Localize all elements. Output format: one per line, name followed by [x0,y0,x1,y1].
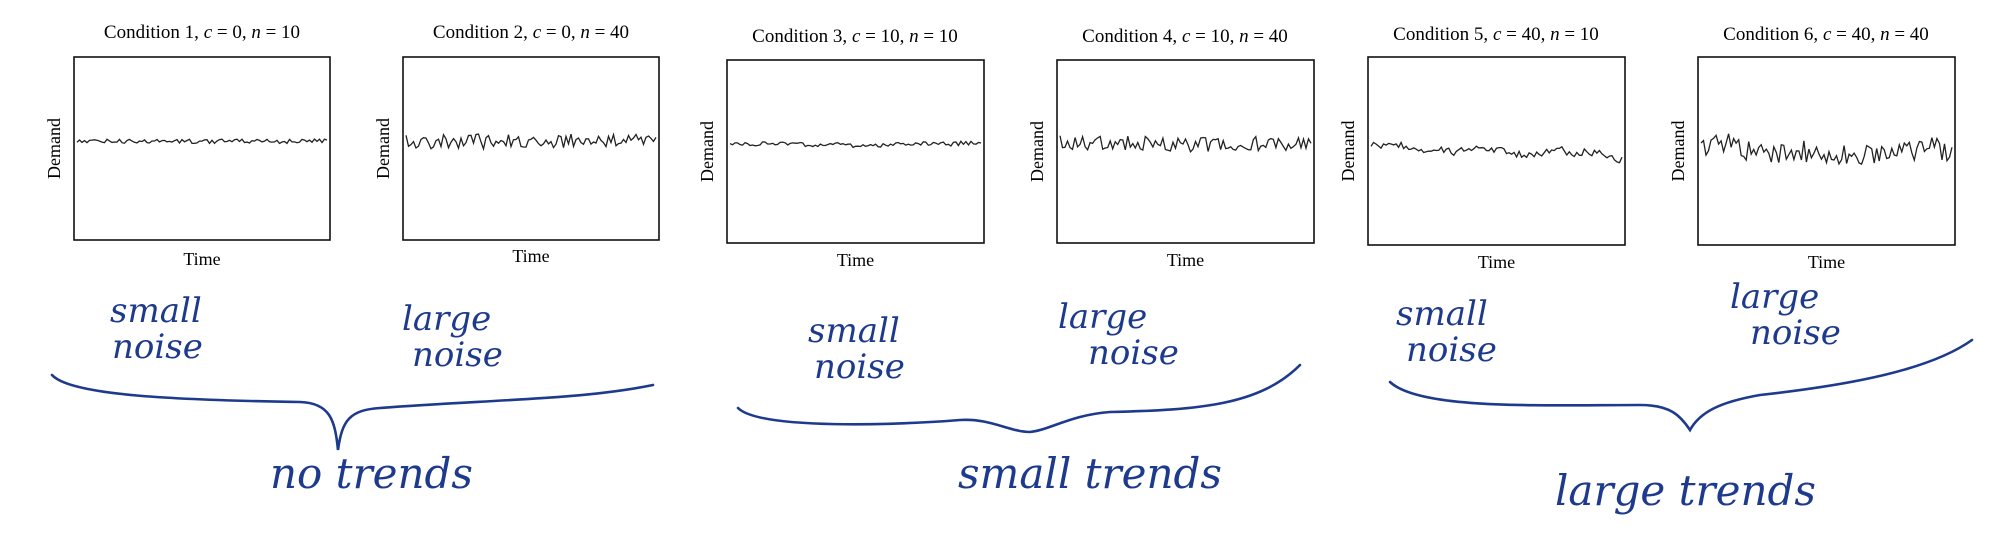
chart-title: Condition 2, c = 0, n = 40 [433,22,629,43]
chart-title: Condition 6, c = 40, n = 40 [1723,24,1929,45]
handwritten-noise-notes: smallnoiselargenoisesmallnoiselargenoise… [110,277,1841,387]
plot-frame [1056,59,1315,244]
handwritten-noise-note: noise [814,347,905,387]
handwritten-noise-note: noise [112,327,203,367]
y-axis-label: Demand [1338,121,1358,182]
y-axis-label: Demand [1027,121,1047,182]
y-axis-label: Demand [373,118,393,179]
chart-panel: Condition 1, c = 0, n = 10 Time Demand [44,22,331,269]
handwritten-noise-note: noise [1750,313,1841,353]
demand-series-line [405,132,657,152]
trend-group-label: large trends [1555,466,1816,515]
handwritten-noise-note: large [1730,277,1819,317]
demand-series-line [76,138,328,145]
x-axis-label: Time [512,246,549,266]
handwritten-noise-note: noise [1406,330,1497,370]
brace [50,373,655,451]
handwritten-noise-note: large [402,299,491,339]
y-axis-label: Demand [1668,121,1688,182]
chart-panel: Condition 6, c = 40, n = 40 Time Demand [1668,24,1956,272]
x-axis-label: Time [1808,252,1845,272]
panels: Condition 1, c = 0, n = 10TimeDemandCond… [44,22,1956,272]
handwritten-noise-note: noise [1088,333,1179,373]
trend-group-label: small trends [958,449,1222,498]
chart-panel: Condition 5, c = 40, n = 10 Time Demand [1338,24,1626,272]
handwritten-noise-note: small [1396,294,1488,334]
plot-frame [402,56,660,241]
demand-series-line [1700,133,1953,166]
trend-group-label: no trends [270,449,473,498]
demand-series-line [729,140,982,149]
chart-title: Condition 1, c = 0, n = 10 [104,22,300,43]
x-axis-label: Time [1478,252,1515,272]
plot-frame [73,56,331,241]
chart-title: Condition 4, c = 10, n = 40 [1082,26,1288,47]
demand-series-line [1370,140,1623,164]
plot-frame [726,59,985,244]
demand-series-line [1059,134,1312,154]
chart-panel: Condition 2, c = 0, n = 40 Time Demand [373,22,660,266]
chart-panel: Condition 3, c = 10, n = 10 Time Demand [697,26,985,270]
chart-panel: Condition 4, c = 10, n = 40 Time Demand [1027,26,1315,270]
x-axis-label: Time [183,249,220,269]
handwritten-noise-note: small [110,291,202,331]
handwritten-noise-note: large [1058,297,1147,337]
y-axis-label: Demand [44,118,64,179]
chart-title: Condition 5, c = 40, n = 10 [1393,24,1599,45]
x-axis-label: Time [1167,250,1204,270]
handwritten-braces: no trends small trends large trends [50,338,1974,515]
plot-frame [1697,56,1956,246]
plot-frame [1367,56,1626,246]
brace [736,363,1302,434]
x-axis-label: Time [837,250,874,270]
chart-title: Condition 3, c = 10, n = 10 [752,26,958,47]
handwritten-noise-note: small [808,311,900,351]
brace [1388,338,1974,433]
handwritten-noise-note: noise [412,335,503,375]
y-axis-label: Demand [697,121,717,182]
